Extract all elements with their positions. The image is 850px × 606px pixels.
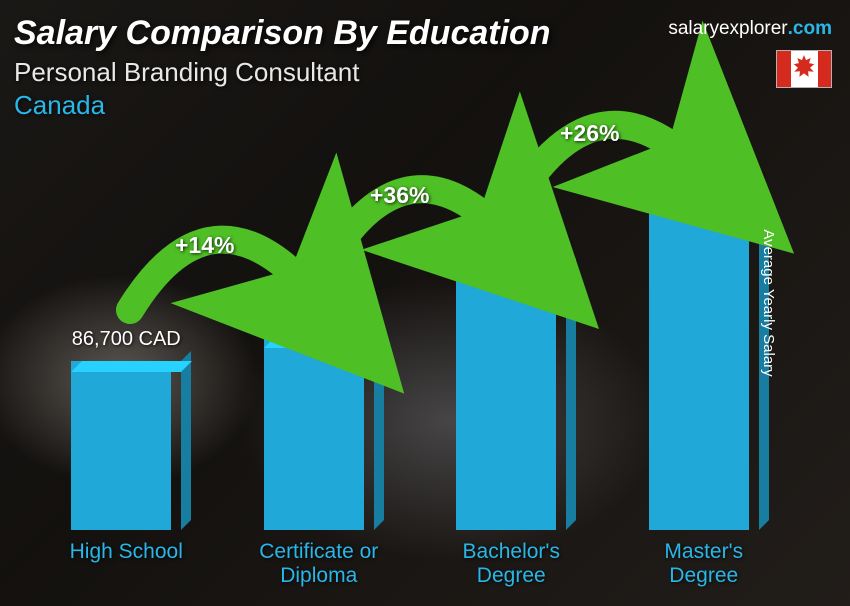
bar-category-label: Bachelor'sDegree — [463, 540, 560, 588]
bar-category-label: Master'sDegree — [664, 540, 743, 588]
increment-percent-label: +14% — [175, 232, 234, 259]
bar — [71, 361, 181, 530]
chart-country: Canada — [14, 90, 836, 121]
bar-value-label: 169,000 CAD — [644, 167, 764, 190]
bar-value-label: 86,700 CAD — [72, 328, 181, 351]
bar-group: 98,800 CAD Certificate orDiploma — [229, 304, 409, 588]
bar-group: 86,700 CAD High School — [36, 328, 216, 588]
brand-suffix: .com — [788, 18, 832, 39]
bar-group: 134,000 CAD Bachelor'sDegree — [421, 235, 601, 588]
brand-text: salaryexplorer — [668, 18, 787, 39]
chart-subtitle: Personal Branding Consultant — [14, 57, 836, 88]
bar-value-label: 98,800 CAD — [264, 304, 373, 327]
increment-percent-label: +36% — [370, 182, 429, 209]
increment-percent-label: +26% — [560, 120, 619, 147]
maple-leaf-icon — [791, 55, 817, 83]
bar — [649, 200, 759, 530]
brand-label: salaryexplorer.com — [668, 18, 832, 40]
bar-category-label: High School — [70, 540, 183, 588]
canada-flag-icon — [776, 50, 832, 88]
bar-category-label: Certificate orDiploma — [259, 540, 378, 588]
bar-value-label: 134,000 CAD — [451, 235, 571, 258]
bar — [264, 337, 374, 530]
y-axis-label: Average Yearly Salary — [760, 229, 777, 376]
bar — [456, 268, 566, 530]
